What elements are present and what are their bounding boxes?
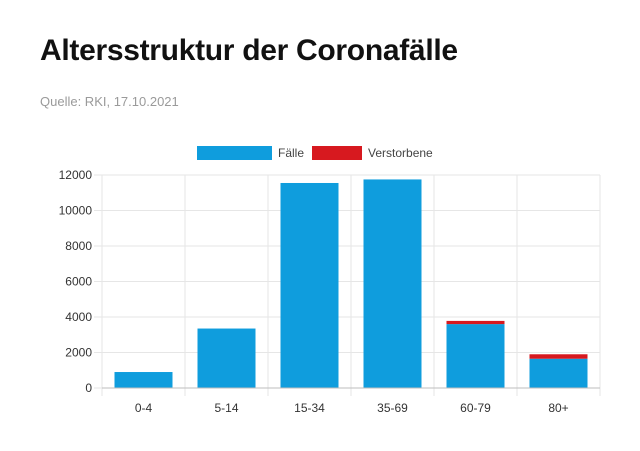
bar-verstorbene [446,320,505,325]
chart-title: Altersstruktur der Coronafälle [40,34,458,67]
legend-item-verstorbene[interactable]: Verstorbene [312,146,433,160]
x-tick-label: 0-4 [135,401,153,415]
chart-axes: 0 2000 4000 6000 8000 10000 12000 0-4 5-14 15-34 3… [59,168,600,415]
bar-faelle [363,179,422,388]
chart-source: Quelle: RKI, 17.10.2021 [40,94,179,109]
legend-label-faelle: Fälle [278,146,305,160]
legend-swatch-verstorbene [312,146,363,160]
y-tick-label: 8000 [65,239,92,253]
y-tick-label: 10000 [59,204,93,218]
legend-label-verstorbene: Verstorbene [368,146,433,160]
legend-swatch-faelle [197,146,272,160]
bar-verstorbene [529,354,588,359]
bar-faelle [529,358,588,388]
bar-faelle [114,372,173,388]
chart-grid [94,174,601,396]
y-tick-label: 12000 [59,168,93,182]
y-tick-label: 6000 [65,275,92,289]
y-tick-label: 0 [85,381,92,395]
x-tick-label: 15-34 [294,401,325,415]
bar-faelle [280,182,339,388]
x-tick-label: 60-79 [460,401,491,415]
y-tick-label: 2000 [65,346,92,360]
chart-legend: Fälle Verstorbene [197,146,441,160]
legend-item-faelle[interactable]: Fälle [197,146,304,160]
bar-faelle [446,324,505,388]
bar-faelle [197,328,256,388]
x-tick-label: 35-69 [377,401,408,415]
y-tick-label: 4000 [65,310,92,324]
x-tick-label: 80+ [548,401,568,415]
x-tick-label: 5-14 [214,401,238,415]
chart-bars [114,179,588,388]
